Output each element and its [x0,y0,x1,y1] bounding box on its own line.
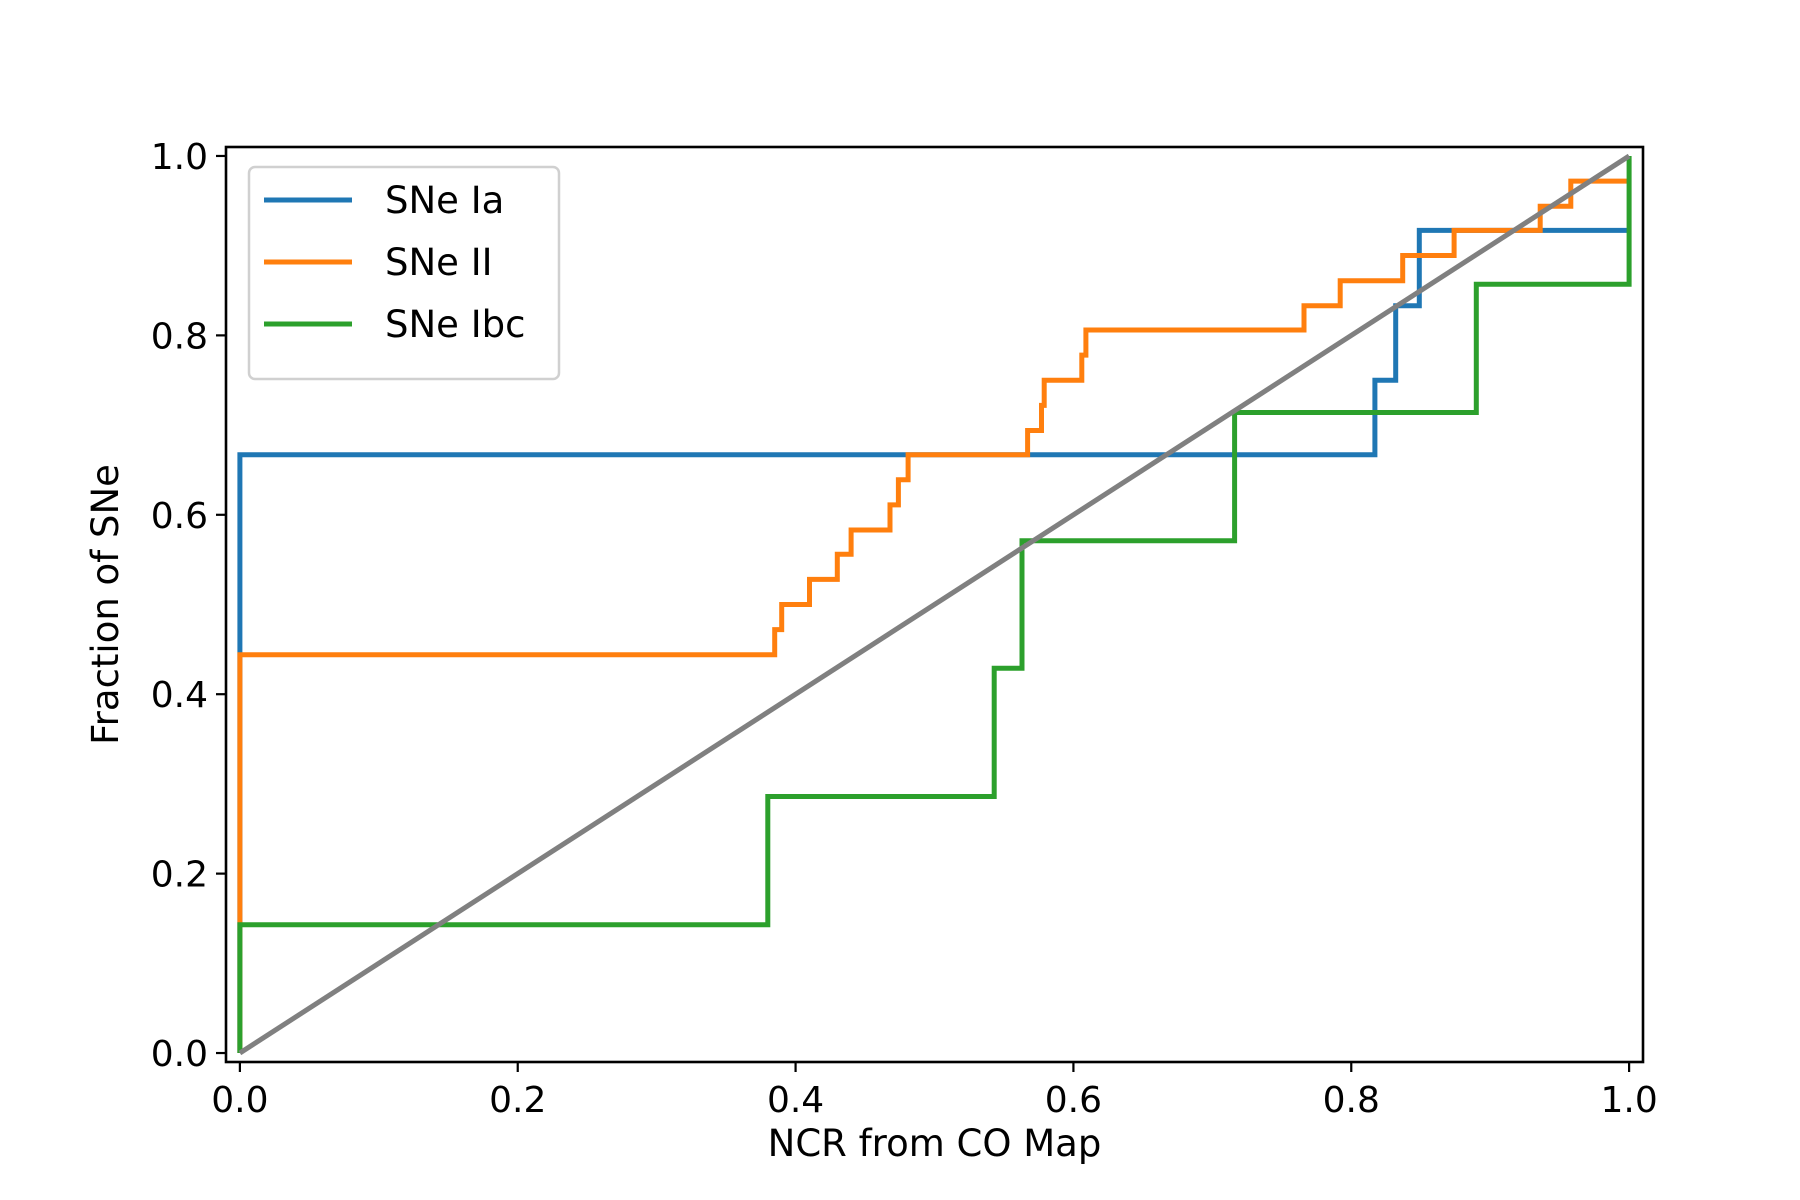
legend: SNe Ia SNe II SNe Ibc [247,165,561,381]
legend-label: SNe Ibc [385,303,525,346]
x-tick-label: 0.0 [211,1080,268,1121]
y-tick-label: 0.0 [151,1034,208,1075]
series-line-sne-ibc [237,156,1632,1053]
y-tick-label: 0.2 [151,855,208,896]
x-tick-label: 0.4 [767,1080,824,1121]
legend-label: SNe Ia [385,179,504,222]
legend-label: SNe II [385,241,493,284]
x-tick-label: 1.0 [1600,1080,1657,1121]
series-line-sne-ii [237,178,1630,1053]
y-tick-label: 0.8 [151,316,208,357]
y-tick-label: 0.6 [151,496,208,537]
reference-diagonal-line [238,153,1631,1056]
x-tick-label: 0.6 [1045,1080,1102,1121]
x-axis-label: NCR from CO Map [768,1122,1102,1165]
plot-lines [237,153,1632,1056]
axis-ticks: 0.0 0.2 0.4 0.6 0.8 1.0 0.0 0.2 0.4 0.6 0.8 1.0 [151,137,1658,1121]
y-tick-label: 1.0 [151,137,208,178]
x-tick-label: 0.8 [1323,1080,1380,1121]
plot-frame [224,145,1645,1064]
y-tick-label: 0.4 [151,675,208,716]
y-axis-label: Fraction of SNe [84,464,127,745]
x-tick-label: 0.2 [489,1080,546,1121]
